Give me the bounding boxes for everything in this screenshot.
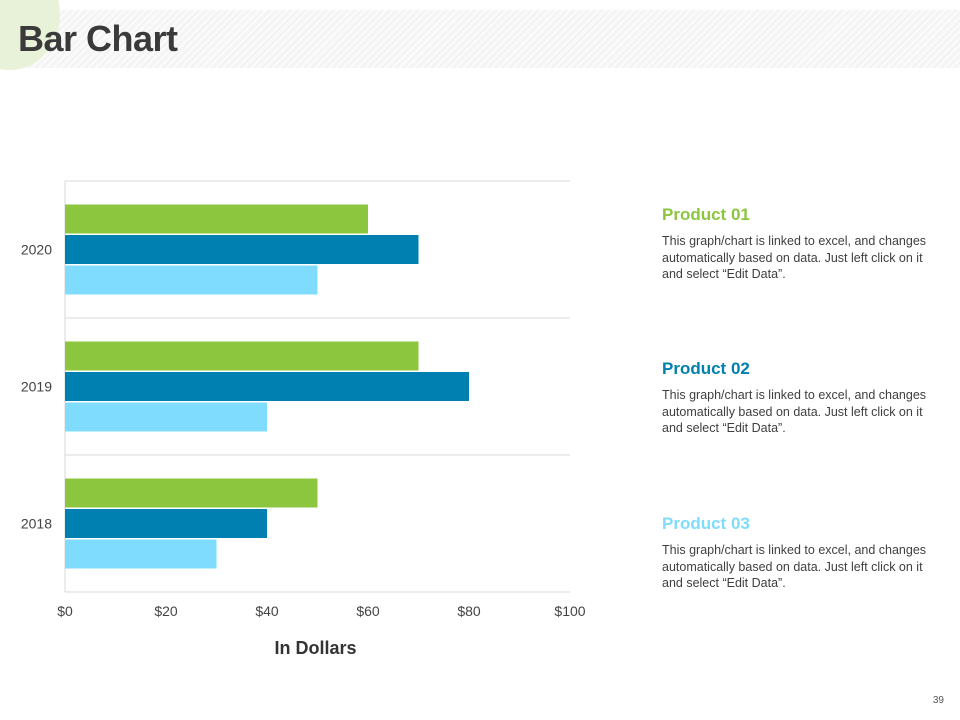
x-tick-label: $100 — [554, 603, 585, 619]
product-02-text: This graph/chart is linked to excel, and… — [662, 388, 927, 435]
bar-product-01-2018 — [65, 478, 318, 508]
header-band — [0, 10, 960, 68]
x-tick-label: $0 — [57, 603, 73, 619]
y-tick-label: 2019 — [21, 379, 52, 395]
bar-product-02-2019 — [65, 372, 469, 401]
product-03-text: This graph/chart is linked to excel, and… — [662, 543, 927, 590]
y-tick-label: 2020 — [21, 242, 52, 258]
x-axis-title: In Dollars — [274, 638, 356, 658]
product-03-description: Product 03 This graph/chart is linked to… — [662, 514, 932, 592]
product-01-title: Product 01 — [662, 205, 750, 224]
bar-product-01-2020 — [65, 204, 368, 234]
x-tick-label: $20 — [154, 603, 178, 619]
y-tick-label: 2018 — [21, 516, 52, 532]
bar-product-03-2018 — [65, 539, 217, 569]
bar-product-01-2019 — [65, 341, 419, 371]
bar-product-03-2020 — [65, 265, 318, 295]
product-01-text: This graph/chart is linked to excel, and… — [662, 234, 927, 281]
bar-product-03-2019 — [65, 402, 267, 432]
product-01-description: Product 01 This graph/chart is linked to… — [662, 205, 932, 283]
x-tick-label: $60 — [356, 603, 380, 619]
product-02-description: Product 02 This graph/chart is linked to… — [662, 359, 932, 437]
x-tick-label: $40 — [255, 603, 279, 619]
bar-product-02-2018 — [65, 509, 267, 538]
product-03-title: Product 03 — [662, 514, 750, 533]
bar-product-02-2020 — [65, 235, 419, 264]
page-title: Bar Chart — [18, 18, 178, 59]
page-number: 39 — [932, 695, 944, 706]
product-02-title: Product 02 — [662, 359, 750, 378]
x-tick-label: $80 — [457, 603, 481, 619]
